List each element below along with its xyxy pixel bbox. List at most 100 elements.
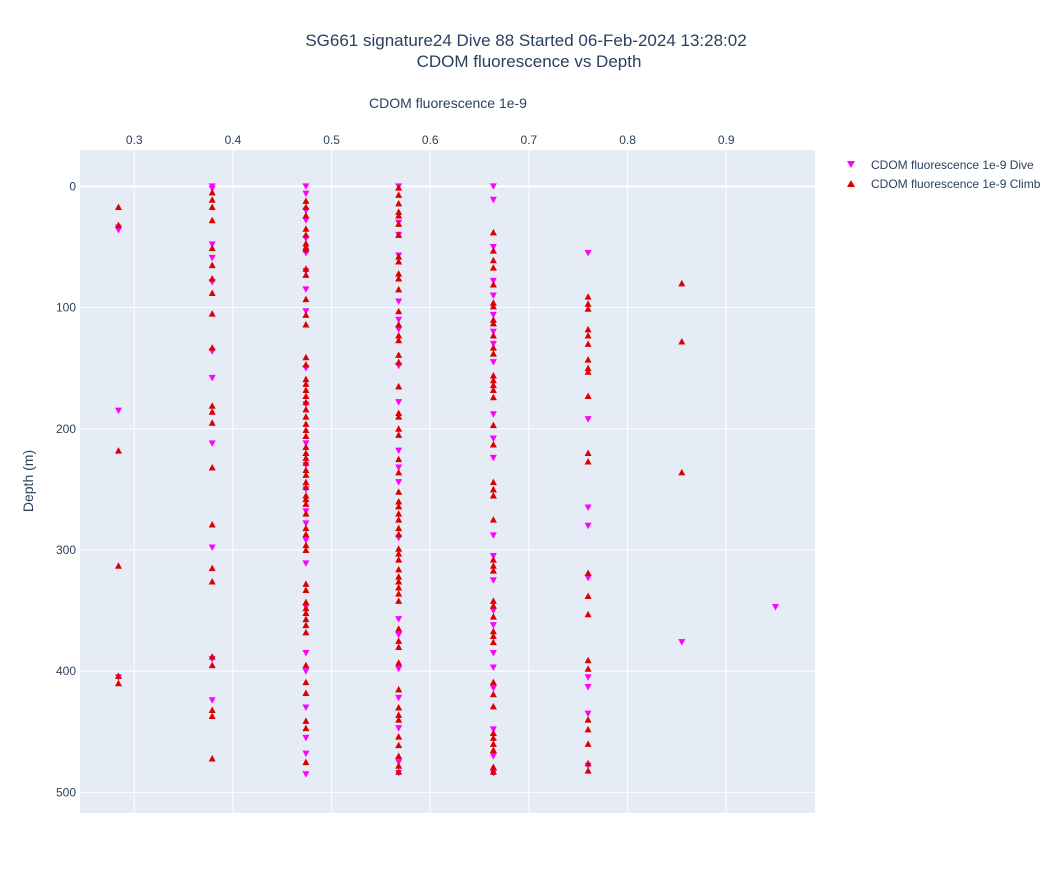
- climb-point: [584, 364, 592, 372]
- climb-point: [489, 613, 497, 620]
- climb-point: [395, 220, 403, 227]
- climb-point: [302, 231, 310, 238]
- climb-point: [302, 586, 310, 593]
- climb-point: [489, 740, 497, 747]
- climb-point: [395, 659, 403, 666]
- climb-point: [302, 500, 310, 507]
- x-tick-label: 0.3: [126, 133, 143, 147]
- climb-point: [395, 524, 403, 532]
- legend-dive-label: CDOM fluorescence 1e-9 Dive: [871, 158, 1034, 172]
- climb-point: [584, 725, 592, 733]
- climb-point: [584, 293, 592, 300]
- grid-lines: [80, 150, 815, 813]
- climb-point: [395, 597, 403, 604]
- climb-point: [208, 577, 216, 585]
- climb-point: [395, 502, 403, 510]
- legend-item-dive[interactable]: CDOM fluorescence 1e-9 Dive: [847, 158, 1034, 172]
- legend-dive-marker-icon: [847, 161, 855, 168]
- climb-point: [208, 521, 216, 528]
- climb-point: [584, 569, 592, 577]
- dive-point: [302, 560, 310, 567]
- y-tick-label: 400: [56, 664, 76, 678]
- dive-point: [489, 753, 497, 760]
- climb-point: [114, 221, 122, 229]
- climb-point: [302, 321, 310, 328]
- climb-point: [584, 610, 592, 618]
- legend-item-climb[interactable]: CDOM fluorescence 1e-9 Climb: [847, 177, 1041, 191]
- climb-point: [114, 679, 122, 687]
- climb-point: [395, 741, 403, 749]
- climb-point: [208, 188, 216, 196]
- climb-point: [489, 478, 497, 486]
- climb-point: [489, 264, 497, 271]
- climb-point: [395, 191, 403, 198]
- climb-point: [302, 628, 310, 636]
- climb-point: [302, 724, 310, 732]
- climb-point: [489, 371, 497, 379]
- climb-point: [489, 556, 497, 563]
- climb-point: [395, 556, 403, 563]
- climb-point: [395, 431, 403, 438]
- dive-point: [489, 650, 497, 657]
- dive-point: [489, 183, 497, 190]
- climb-point: [489, 562, 497, 569]
- climb-point: [489, 485, 497, 493]
- climb-point: [395, 716, 403, 723]
- climb-point: [584, 356, 592, 363]
- climb-point: [489, 421, 497, 429]
- climb-point: [489, 632, 497, 640]
- climb-point: [489, 734, 497, 741]
- climb-point: [489, 602, 497, 609]
- climb-point: [489, 319, 497, 327]
- y-tick-labels: 0 100 200 300 400 500: [56, 179, 76, 799]
- climb-point: [208, 706, 216, 713]
- climb-point: [395, 351, 403, 358]
- dive-point: [489, 607, 497, 615]
- climb-point: [584, 305, 592, 312]
- climb-point: [302, 361, 310, 368]
- y-tick-label: 300: [56, 543, 76, 557]
- climb-point: [584, 716, 592, 723]
- climb-point: [302, 398, 310, 406]
- dive-point: [489, 411, 497, 418]
- climb-point: [395, 643, 403, 650]
- dive-point: [302, 771, 310, 778]
- climb-point: [489, 597, 497, 604]
- climb-point: [395, 409, 403, 417]
- climb-point: [678, 468, 686, 476]
- x-tick-label: 0.5: [323, 133, 340, 147]
- dive-point: [302, 217, 310, 224]
- climb-point: [584, 449, 592, 457]
- climb-point: [302, 580, 310, 587]
- climb-point: [395, 510, 403, 517]
- climb-point: [584, 458, 592, 465]
- dive-point: [395, 479, 403, 486]
- climb-point: [395, 468, 403, 476]
- climb-point: [302, 426, 310, 433]
- dive-point: [302, 650, 310, 657]
- climb-point: [114, 672, 122, 680]
- climb-point: [395, 336, 403, 344]
- climb-point: [302, 466, 310, 473]
- dive-point: [114, 407, 122, 415]
- climb-point: [302, 225, 310, 232]
- climb-point: [395, 270, 403, 277]
- x-tick-label: 0.4: [225, 133, 242, 147]
- climb-point: [489, 302, 497, 310]
- climb-point: [302, 271, 310, 278]
- x-axis-title: CDOM fluorescence 1e-9: [369, 95, 527, 111]
- dive-point: [489, 311, 497, 319]
- climb-point: [489, 247, 497, 254]
- climb-point: [489, 678, 497, 686]
- legend[interactable]: CDOM fluorescence 1e-9 Dive CDOM fluores…: [847, 158, 1041, 191]
- climb-point: [302, 443, 310, 450]
- dive-point: [302, 537, 310, 544]
- climb-point: [208, 289, 216, 297]
- dive-point: [489, 622, 497, 629]
- climb-point: [395, 455, 403, 463]
- dive-point: [584, 250, 592, 257]
- climb-point: [489, 491, 497, 499]
- climb-point: [302, 459, 310, 466]
- climb-point: [489, 768, 497, 775]
- climb-point: [584, 665, 592, 672]
